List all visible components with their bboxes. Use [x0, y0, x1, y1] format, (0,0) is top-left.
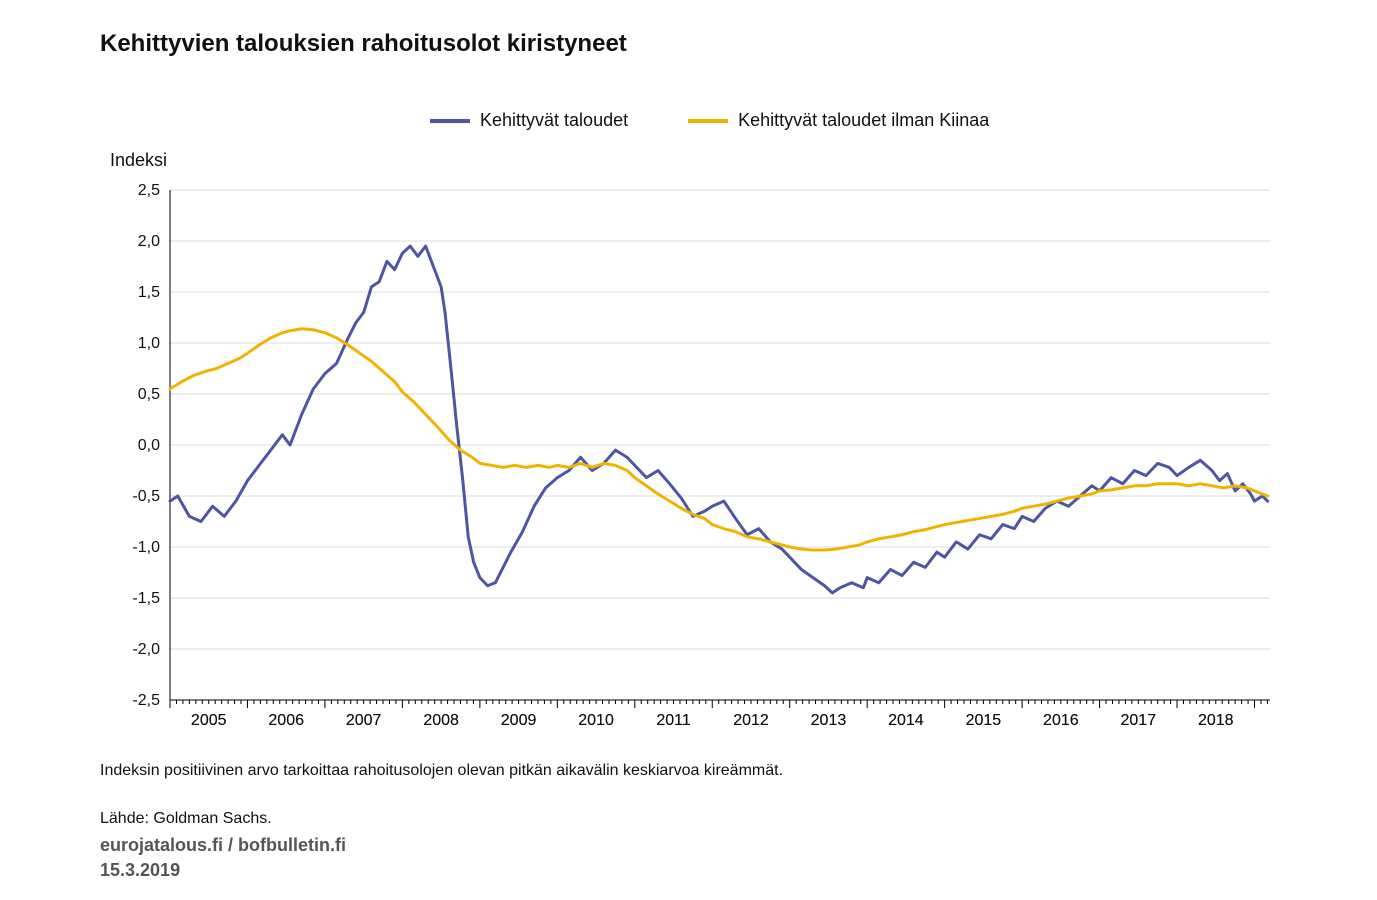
svg-text:-1,5: -1,5	[132, 590, 160, 607]
legend-label-emerging: Kehittyvät taloudet	[480, 110, 628, 131]
footer-date: 15.3.2019	[100, 860, 180, 881]
y-axis-label: Indeksi	[110, 150, 167, 171]
line-chart: -2,5 -2,0 -1,5 -1,0 -0,5 0,0 0,5 1,0 1,5 2,0 2,5 20…	[100, 180, 1280, 740]
svg-text:-2,5: -2,5	[132, 692, 160, 709]
svg-text:2014: 2014	[888, 712, 924, 729]
footer-site: eurojatalous.fi / bofbulletin.fi	[100, 835, 346, 856]
legend-swatch-emerging	[430, 119, 470, 123]
svg-text:2,5: 2,5	[138, 182, 160, 199]
legend-label-ex-china: Kehittyvät taloudet ilman Kiinaa	[738, 110, 989, 131]
legend-swatch-ex-china	[688, 119, 728, 123]
svg-text:2018: 2018	[1198, 712, 1234, 729]
chart-note: Indeksin positiivinen arvo tarkoittaa ra…	[100, 760, 783, 782]
svg-text:2,0: 2,0	[138, 233, 160, 250]
svg-text:2013: 2013	[811, 712, 847, 729]
svg-text:-2,0: -2,0	[132, 641, 160, 658]
legend-item-ex-china: Kehittyvät taloudet ilman Kiinaa	[688, 110, 989, 131]
svg-text:2010: 2010	[578, 712, 614, 729]
svg-text:2016: 2016	[1043, 712, 1079, 729]
svg-text:-1,0: -1,0	[132, 539, 160, 556]
svg-text:0,5: 0,5	[138, 386, 160, 403]
chart-title: Kehittyvien talouksien rahoitusolot kiri…	[100, 30, 627, 58]
chart-source: Lähde: Goldman Sachs.	[100, 810, 272, 828]
svg-text:2011: 2011	[656, 712, 691, 729]
svg-text:2007: 2007	[346, 712, 382, 729]
legend-item-emerging: Kehittyvät taloudet	[430, 110, 628, 131]
legend: Kehittyvät taloudet Kehittyvät taloudet …	[430, 110, 989, 131]
svg-text:1,0: 1,0	[138, 335, 160, 352]
svg-text:2005: 2005	[191, 712, 227, 729]
svg-text:-0,5: -0,5	[132, 488, 160, 505]
svg-text:2015: 2015	[966, 712, 1002, 729]
svg-text:2012: 2012	[733, 712, 769, 729]
svg-text:2006: 2006	[268, 712, 304, 729]
svg-text:2017: 2017	[1121, 712, 1157, 729]
svg-text:1,5: 1,5	[138, 284, 160, 301]
svg-text:2009: 2009	[501, 712, 537, 729]
svg-text:0,0: 0,0	[138, 437, 160, 454]
svg-text:2008: 2008	[423, 712, 459, 729]
